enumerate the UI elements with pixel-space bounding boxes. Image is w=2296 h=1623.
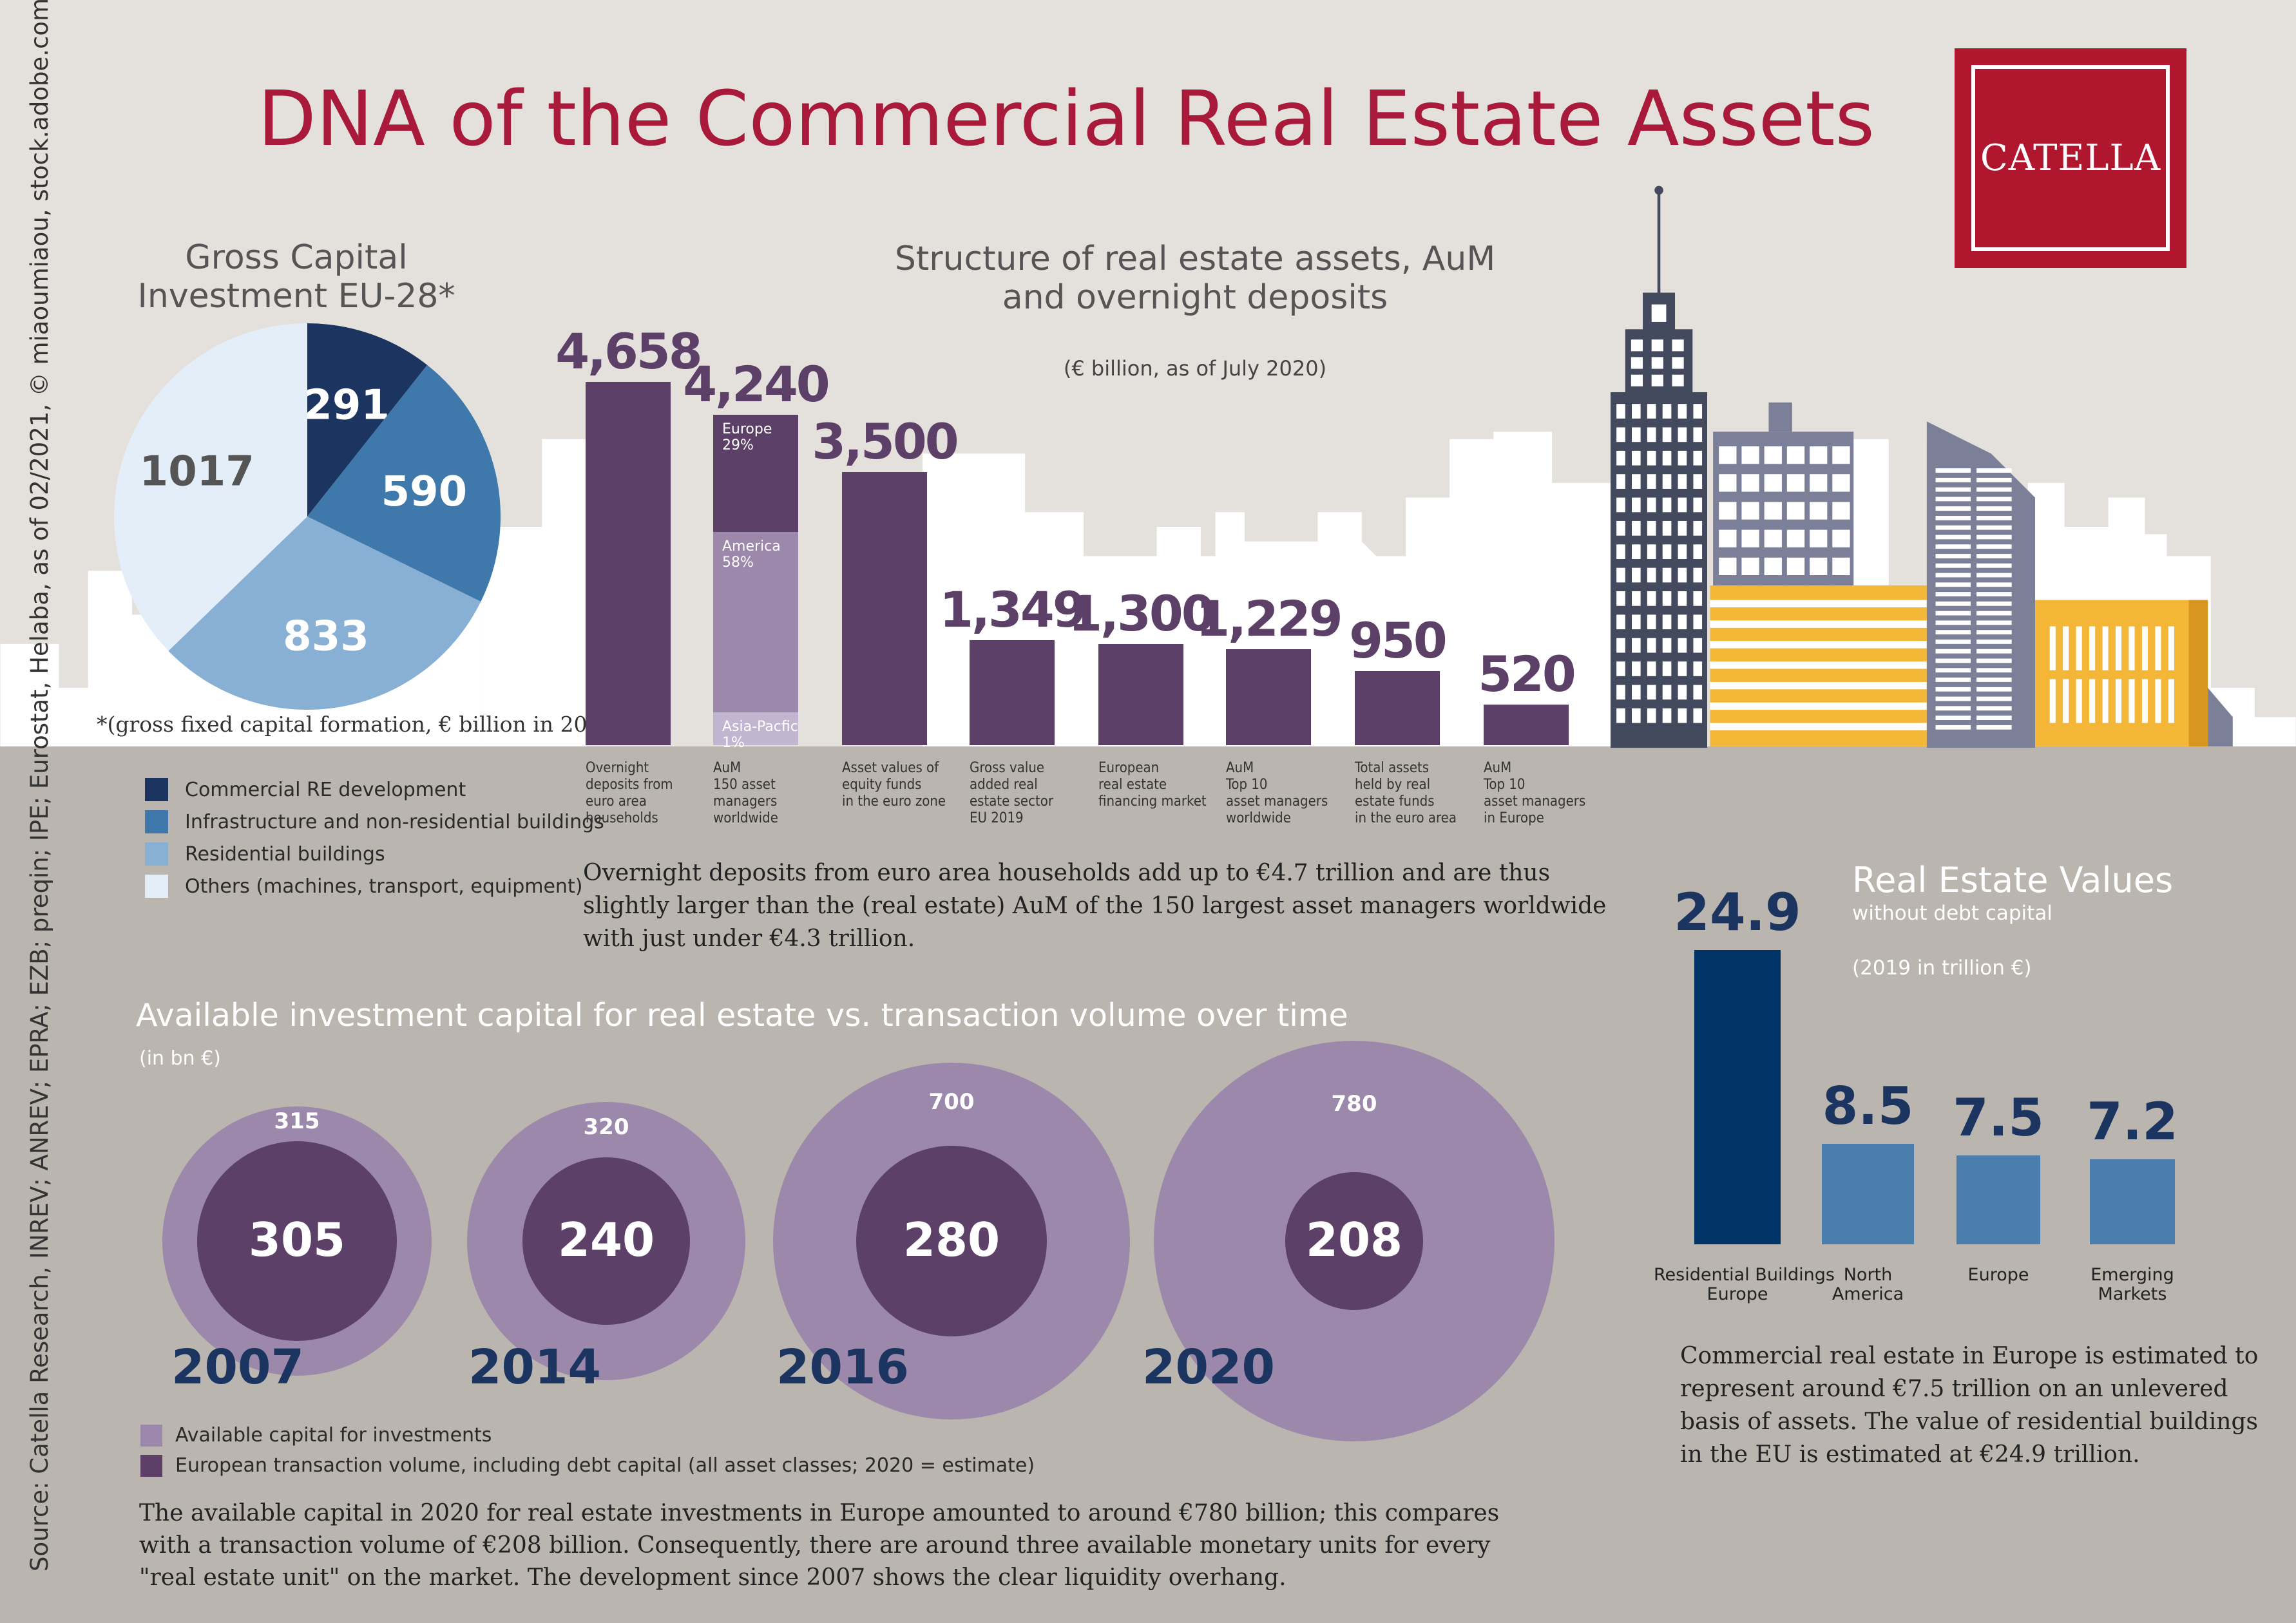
pie-title: Gross Capital Investment EU-28* — [137, 238, 455, 316]
segment-percent: 1% — [722, 734, 745, 751]
bar-category-label: North America — [1832, 1265, 1904, 1304]
transaction-volume-circle — [197, 1141, 397, 1341]
values-chart-unit: (2019 in trillion €) — [1852, 956, 2032, 980]
legend-item: Commercial RE development — [145, 778, 466, 801]
bar — [2090, 1159, 2175, 1244]
bar-segment: Europe 29% — [713, 414, 798, 532]
bar-value-label: 3,500 — [812, 413, 959, 471]
available-capital-label: 320 — [583, 1114, 629, 1140]
legend-swatch — [140, 1454, 162, 1477]
segment-label: America — [722, 538, 781, 555]
bar-category-label: Gross value added real estate sector EU … — [970, 760, 1053, 826]
bar-value-label: 520 — [1478, 645, 1576, 703]
available-capital-label: 315 — [274, 1108, 320, 1134]
structure-chart-subtitle: (€ billion, as of July 2020) — [1063, 356, 1327, 381]
bar-value-label: 1,300 — [1068, 584, 1215, 642]
legend-item: Residential buildings — [145, 842, 385, 866]
year-label: 2016 — [776, 1340, 909, 1395]
bar-value-label: 8.5 — [1822, 1076, 1914, 1137]
bar-category-label: Asset values of equity funds in the euro… — [842, 760, 946, 810]
bar-category-label: AuM Top 10 asset managers in Europe — [1484, 760, 1586, 826]
bar — [1355, 670, 1440, 745]
legend-item: Others (machines, transport, equipment) — [145, 875, 582, 898]
bar-category-label: AuM Top 10 asset managers worldwide — [1226, 760, 1328, 826]
bar-value-label: 7.5 — [1953, 1088, 2044, 1148]
source-note: Source: Catella Research, INREV; ANREV; … — [26, 0, 53, 1571]
available-capital-label: 700 — [928, 1088, 975, 1115]
bar-category-label: Europe — [1967, 1265, 2029, 1285]
transaction-volume-label: 240 — [557, 1213, 655, 1267]
pie-footnote: *(gross fixed capital formation, € billi… — [97, 712, 623, 737]
bar — [842, 472, 927, 745]
values-chart-subtitle: without debt capital — [1852, 902, 2052, 925]
legend-swatch — [145, 810, 168, 833]
transaction-volume-label: 305 — [248, 1213, 346, 1267]
transaction-volume-label: 280 — [903, 1213, 1000, 1267]
transaction-volume-circle — [1285, 1172, 1423, 1310]
legend-swatch — [140, 1424, 162, 1447]
bar-value-label: 1,349 — [939, 580, 1086, 638]
transaction-volume-label: 208 — [1305, 1213, 1403, 1267]
year-label: 2007 — [171, 1340, 304, 1395]
bar-category-label: European real estate financing market — [1098, 760, 1207, 810]
values-chart-title: Real Estate Values — [1852, 860, 2174, 900]
bar: Europe 29% America 58% Asia-Pacfic 1% — [713, 414, 798, 751]
bar-value-label: 950 — [1349, 611, 1448, 669]
bar — [1822, 1144, 1914, 1244]
available-capital-label: 780 — [1331, 1091, 1377, 1117]
catella-logo: CATELLA — [1955, 48, 2186, 268]
legend-swatch — [145, 875, 168, 898]
transaction-volume-circle — [522, 1157, 690, 1325]
bar-value-label: 24.9 — [1674, 882, 1801, 943]
bar — [1956, 1155, 2040, 1244]
transaction-volume-circle — [856, 1146, 1047, 1336]
segment-percent: 29% — [722, 437, 754, 453]
bar-value-label: 1,229 — [1196, 590, 1343, 648]
legend-swatch — [145, 842, 168, 866]
bar-segment: Asia-Pacfic 1% — [713, 712, 798, 751]
bar-value-label: 4,658 — [555, 323, 702, 380]
bar-category-label: Overnight deposits from euro area househ… — [586, 760, 673, 826]
capital-chart-subtitle: (in bn €) — [139, 1047, 221, 1070]
legend-swatch — [145, 778, 168, 801]
year-label: 2014 — [468, 1340, 601, 1395]
bar-value-label: 4,240 — [683, 355, 830, 413]
segment-percent: 58% — [722, 554, 754, 571]
bar — [1226, 649, 1311, 745]
bar-segment: America 58% — [713, 531, 798, 712]
bar-category-label: AuM 150 asset managers worldwide — [713, 760, 778, 826]
bar — [1484, 705, 1569, 745]
legend-item: European transaction volume, including d… — [140, 1454, 1035, 1477]
building-roof — [1768, 402, 1792, 432]
bar-value-label: 7.2 — [2087, 1091, 2178, 1152]
bar — [970, 640, 1055, 745]
yellow-building-right — [2035, 600, 2208, 746]
bar-category-label: Total assets held by real estate funds i… — [1355, 760, 1457, 826]
year-label: 2020 — [1142, 1340, 1275, 1395]
capital-chart-title: Available investment capital for real es… — [136, 997, 1348, 1034]
legend-item: Infrastructure and non-residential build… — [145, 810, 604, 833]
bar — [1694, 950, 1781, 1244]
bar — [1098, 643, 1183, 745]
segment-label: Europe — [722, 421, 772, 437]
structure-chart-title: Structure of real estate assets, AuM and… — [894, 240, 1496, 317]
bar-category-label: Emerging Markets — [2090, 1265, 2174, 1304]
page-title: DNA of the Commercial Real Estate Assets — [258, 74, 1875, 163]
legend-item: Available capital for investments — [140, 1424, 492, 1447]
tall-tower — [1611, 185, 1708, 748]
bar — [586, 382, 671, 745]
segment-label: Asia-Pacfic — [722, 718, 798, 735]
structure-paragraph: Overnight deposits from euro area househ… — [583, 860, 1607, 952]
capital-paragraph: The available capital in 2020 for real e… — [139, 1500, 1500, 1591]
values-paragraph: Commercial real estate in Europe is esti… — [1680, 1343, 2259, 1468]
